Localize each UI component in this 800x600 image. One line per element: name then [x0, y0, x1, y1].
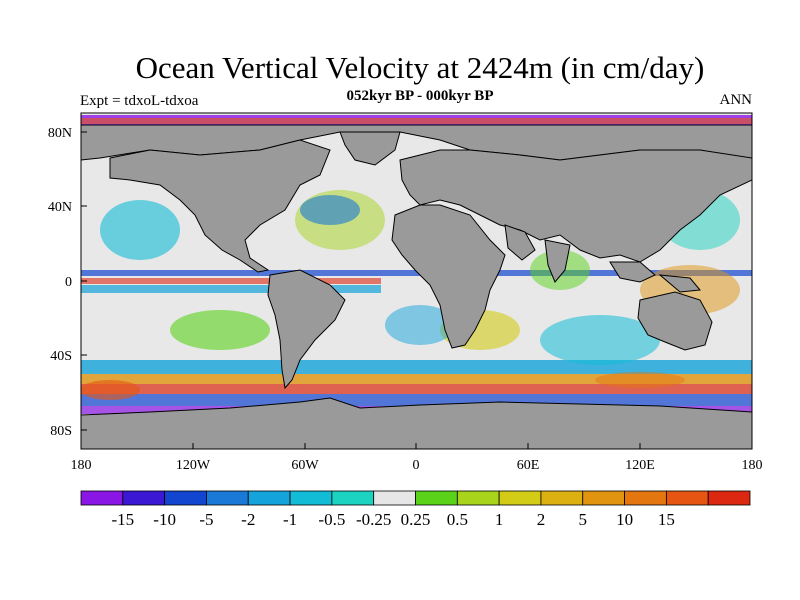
colorbar-swatch	[707, 490, 751, 506]
colorbar-swatch	[540, 490, 584, 506]
colorbar-label: 15	[658, 510, 675, 529]
season-label: ANN	[719, 92, 753, 108]
colorbar-label: -15	[111, 510, 134, 529]
colorbar-label: 2	[537, 510, 546, 529]
colorbar-label: 1	[495, 510, 504, 529]
colorbar-swatch	[456, 490, 500, 506]
colorbar-label: -10	[153, 510, 176, 529]
lat-tick-label: 40N	[48, 200, 72, 215]
colorbar-label: 0.25	[401, 510, 431, 529]
colorbar: -15 -10 -5 -2 -1 -0.5 -0.25 0.25 0.5 1 2 5 10 15	[80, 490, 751, 529]
plot-subtitle: 052kyr BP - 000kyr BP	[346, 88, 494, 104]
lat-tick-label: 80N	[48, 126, 72, 141]
lon-tick-label: 60E	[517, 458, 540, 473]
colorbar-swatch	[665, 490, 709, 506]
colorbar-swatch	[289, 490, 333, 506]
lon-tick-label: 0	[413, 458, 420, 473]
colorbar-label: -5	[199, 510, 213, 529]
lon-tick-label: 120W	[176, 458, 211, 473]
lon-tick-label: 180	[71, 458, 92, 473]
colorbar-swatch	[122, 490, 166, 506]
lat-tick-label: 80S	[50, 424, 72, 439]
lat-tick-label: 40S	[50, 349, 72, 364]
colorbar-label: 0.5	[447, 510, 468, 529]
colorbar-label: -0.25	[356, 510, 391, 529]
lon-tick-label: 180	[742, 458, 763, 473]
map-panel	[81, 113, 752, 449]
colorbar-label: -2	[241, 510, 255, 529]
colorbar-swatch	[247, 490, 291, 506]
colorbar-label: -0.5	[318, 510, 345, 529]
colorbar-label: 10	[616, 510, 633, 529]
lat-tick-label: 0	[65, 275, 72, 290]
colorbar-swatch	[582, 490, 625, 506]
colorbar-swatch	[206, 490, 249, 506]
colorbar-swatch	[80, 490, 124, 506]
lon-tick-label: 60W	[291, 458, 319, 473]
colorbar-swatch	[164, 490, 207, 506]
lat-tick-labels: 80N 40N 0 40S 80S	[48, 126, 72, 439]
colorbar-label: 5	[579, 510, 588, 529]
experiment-label: Expt = tdxoL-tdxoa	[80, 93, 199, 109]
colorbar-label: -1	[283, 510, 297, 529]
tick-marks	[80, 131, 753, 449]
colorbar-swatch	[624, 490, 667, 506]
colorbar-swatch	[415, 490, 458, 506]
lon-tick-labels: 180 120W 60W 0 60E 120E 180	[71, 458, 763, 473]
colorbar-swatch	[373, 490, 416, 506]
plot-title: Ocean Vertical Velocity at 2424m (in cm/…	[135, 50, 705, 85]
lon-tick-label: 120E	[625, 458, 655, 473]
land-masses	[81, 124, 752, 449]
colorbar-swatch	[498, 490, 542, 506]
colorbar-swatch	[331, 490, 375, 506]
